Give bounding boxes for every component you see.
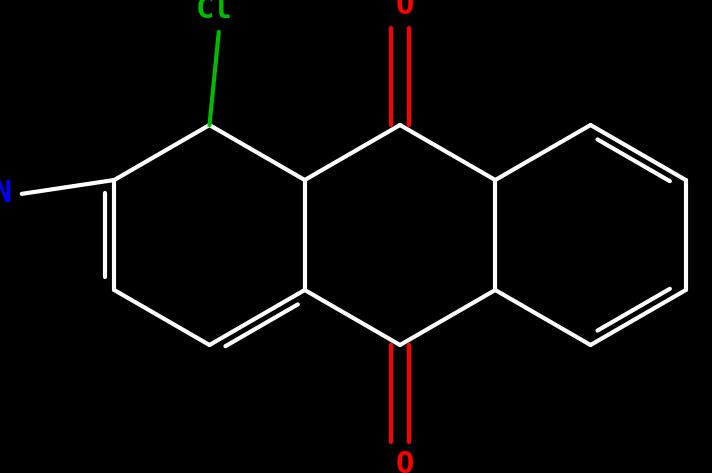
Text: O: O (396, 0, 414, 20)
Text: O: O (396, 450, 414, 473)
Text: Cl: Cl (195, 0, 232, 24)
Text: H₂N: H₂N (0, 179, 11, 209)
